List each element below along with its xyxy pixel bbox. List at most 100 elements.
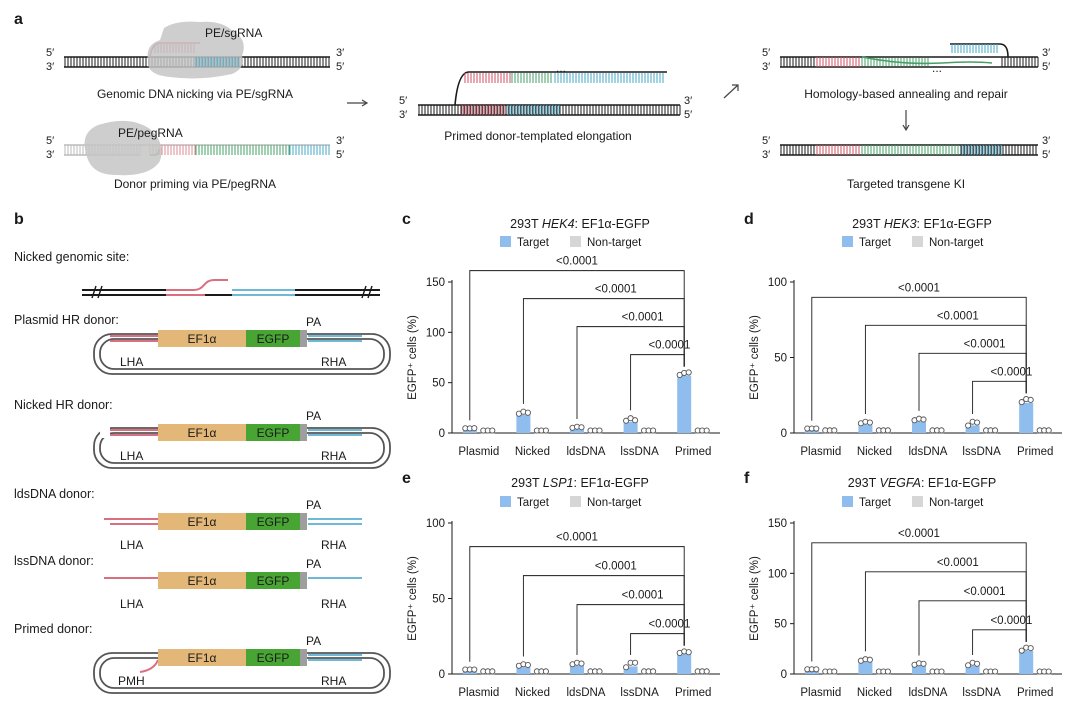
data-point — [471, 425, 478, 432]
title-suffix: : EF1α-EGFP — [575, 217, 650, 231]
panel-letter: f — [744, 470, 750, 487]
data-point — [938, 668, 945, 675]
title-prefix: 293T — [510, 217, 542, 231]
title-prefix: 293T — [852, 217, 884, 231]
five-prime-label: 5′ — [46, 47, 54, 59]
p-value-label: <0.0001 — [556, 256, 598, 268]
right-arm-label: RHA — [321, 538, 346, 552]
y-tick-label: 0 — [781, 428, 787, 440]
significance-bracket — [972, 629, 1027, 655]
three-prime-label: 3′ — [336, 135, 344, 147]
green-template-rungs — [195, 145, 290, 155]
x-tick-label: Nicked — [515, 687, 550, 699]
y-axis-label: EGFP⁺ cells (%) — [407, 556, 419, 641]
bar-target — [804, 671, 819, 674]
sgrna-cyan-rungs — [195, 57, 239, 67]
cyan-duplex-rungs — [507, 105, 560, 115]
chart-title: 293T VEGFA: EF1α-EGFP — [848, 476, 997, 490]
legend-label-nontarget: Non-target — [587, 497, 642, 509]
bar-target — [965, 665, 980, 674]
title-gene: LSP1 — [543, 476, 574, 490]
x-tick-label: Primed — [675, 687, 711, 699]
red-duplex-rungs — [461, 105, 505, 115]
nicked-site-label: Nicked genomic site: — [14, 250, 129, 264]
egfp-box — [246, 513, 300, 530]
right-arm-label: RHA — [321, 674, 346, 688]
chart-panel-f: f 293T VEGFA: EF1α-EGFP Target Non-target 0 5… — [744, 470, 1062, 699]
three-prime-label: 3′ — [762, 149, 770, 161]
nicked-genomic-site — [82, 279, 380, 299]
p-value-label: <0.0001 — [990, 615, 1032, 627]
gene-label: EGFP — [257, 515, 290, 529]
data-point — [1045, 427, 1052, 434]
data-point — [992, 668, 999, 675]
data-point — [578, 424, 585, 431]
y-axis-label: EGFP⁺ cells (%) — [749, 315, 761, 400]
y-tick-label: 100 — [768, 277, 787, 289]
promoter-label: EF1α — [188, 426, 217, 440]
y-tick-label: 150 — [768, 518, 787, 530]
donor-title: Nicked HR donor: — [14, 398, 113, 412]
five-prime-label: 5′ — [399, 95, 407, 107]
title-prefix: 293T — [848, 476, 880, 490]
egfp-box — [246, 572, 300, 589]
data-point — [813, 666, 820, 673]
ellipsis-text: ... — [932, 61, 942, 75]
data-point — [542, 668, 549, 675]
legend-label-target: Target — [517, 237, 550, 249]
p-value-label: <0.0001 — [964, 586, 1006, 598]
break-mark-right — [361, 285, 373, 299]
data-point — [831, 427, 838, 434]
bar-target — [858, 661, 873, 674]
p-value-label: <0.0001 — [595, 561, 637, 573]
five-prime-label: 5′ — [336, 61, 344, 73]
polya-box — [300, 330, 307, 347]
data-point — [524, 661, 531, 669]
data-point — [703, 427, 710, 434]
p-value-label: <0.0001 — [937, 557, 979, 569]
arrow-down-icon — [902, 110, 910, 132]
significance-bracket — [522, 575, 685, 657]
promoter-label: EF1α — [188, 651, 217, 665]
three-prime-label: 3′ — [399, 109, 407, 121]
data-point — [1018, 647, 1025, 654]
y-tick-label: 100 — [426, 327, 445, 339]
title-gene: VEGFA — [880, 476, 921, 490]
legend-label-nontarget: Non-target — [929, 497, 984, 509]
donor-title: ldsDNA donor: — [14, 487, 95, 501]
title-gene: HEK4 — [542, 217, 575, 231]
donor-4: lssDNA donor: EF1α EGFP PA LHA RHA — [14, 554, 362, 611]
ef1a-box — [158, 572, 246, 589]
caption-annealing: Homology-based annealing and repair — [804, 87, 1007, 101]
bar-target — [1019, 402, 1034, 433]
ef1a-box — [158, 330, 246, 347]
five-prime-label: 5′ — [1042, 61, 1050, 73]
caption-nicking: Genomic DNA nicking via PE/sgRNA — [97, 87, 293, 101]
nick-gap — [100, 426, 110, 438]
five-prime-label: 5′ — [762, 135, 770, 147]
x-tick-label: lssDNA — [620, 446, 659, 458]
chart-title: 293T LSP1: EF1α-EGFP — [511, 476, 649, 490]
genomic-dna-duplex — [418, 104, 681, 116]
polya-box — [300, 424, 307, 441]
data-point — [471, 666, 478, 673]
p-value-label: <0.0001 — [898, 528, 940, 540]
data-point — [632, 417, 639, 424]
data-point — [938, 427, 945, 434]
x-tick-label: Plasmid — [458, 687, 499, 699]
data-point — [1027, 396, 1034, 403]
data-point — [632, 659, 639, 666]
polya-label: PA — [306, 634, 321, 648]
three-prime-label: 3′ — [46, 61, 54, 73]
bar-target — [912, 421, 926, 433]
polya-box — [300, 649, 307, 666]
chart-panel-c: c 293T HEK4: EF1α-EGFP Target Non-target 0 50… — [402, 211, 720, 458]
data-point — [578, 660, 585, 667]
site-flap — [166, 279, 228, 291]
chart-title: 293T HEK4: EF1α-EGFP — [510, 217, 650, 231]
polya-label: PA — [306, 557, 321, 571]
p-value-label: <0.0001 — [622, 312, 664, 324]
bar-target — [804, 430, 819, 433]
data-point — [542, 427, 549, 434]
